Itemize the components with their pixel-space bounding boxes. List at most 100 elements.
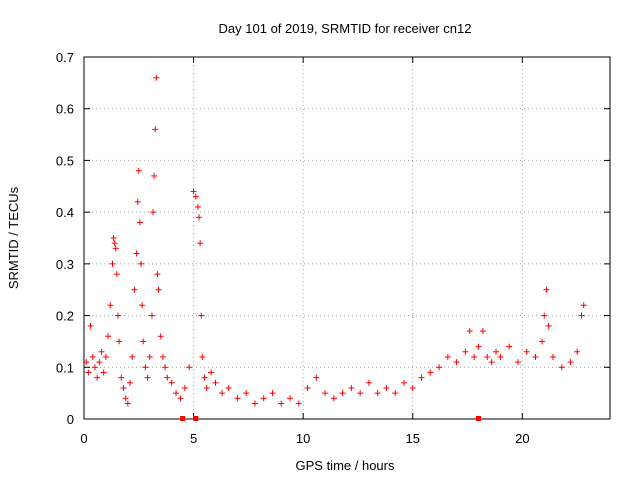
data-point bbox=[137, 260, 144, 267]
data-point bbox=[197, 240, 204, 247]
zero-marker bbox=[193, 416, 199, 421]
y-tick-label: 0.3 bbox=[56, 257, 74, 272]
data-point bbox=[208, 369, 215, 376]
data-point bbox=[83, 359, 90, 366]
y-tick-label: 0.7 bbox=[56, 50, 74, 65]
data-point bbox=[462, 348, 469, 355]
data-point bbox=[192, 193, 199, 200]
data-point bbox=[109, 260, 116, 267]
data-point bbox=[409, 384, 416, 391]
data-point bbox=[580, 302, 587, 309]
data-point bbox=[144, 374, 151, 381]
x-tick-label: 5 bbox=[190, 431, 197, 446]
data-point bbox=[122, 395, 129, 402]
data-point bbox=[100, 369, 107, 376]
x-tick-label: 10 bbox=[296, 431, 310, 446]
ticks: 0 0.1 0.2 0.3 0.4 0.5 0.6 0.7 0 5 10 15 20 bbox=[56, 50, 610, 446]
data-point bbox=[94, 374, 101, 381]
data-point bbox=[153, 74, 160, 81]
data-point bbox=[374, 390, 381, 397]
data-point bbox=[131, 286, 138, 293]
data-point bbox=[453, 359, 460, 366]
data-point bbox=[418, 374, 425, 381]
data-point bbox=[98, 348, 105, 355]
x-tick-label: 0 bbox=[80, 431, 87, 446]
data-point bbox=[111, 240, 118, 247]
data-point bbox=[168, 379, 175, 386]
data-point bbox=[313, 374, 320, 381]
data-point bbox=[96, 359, 103, 366]
x-tick-label: 20 bbox=[515, 431, 529, 446]
data-point bbox=[550, 353, 557, 360]
data-point bbox=[157, 333, 164, 340]
data-point bbox=[471, 353, 478, 360]
data-point bbox=[102, 353, 109, 360]
data-point bbox=[142, 364, 149, 371]
y-axis-label: SRMTID / TECUs bbox=[6, 186, 21, 289]
data-point bbox=[116, 338, 123, 345]
data-point bbox=[295, 400, 302, 407]
data-point bbox=[427, 369, 434, 376]
data-point bbox=[444, 353, 451, 360]
data-point bbox=[133, 250, 140, 257]
data-point bbox=[574, 348, 581, 355]
data-point bbox=[127, 379, 134, 386]
data-points bbox=[83, 74, 587, 421]
data-point bbox=[105, 333, 112, 340]
data-point bbox=[85, 369, 92, 376]
data-point bbox=[212, 379, 219, 386]
data-point bbox=[475, 343, 482, 350]
data-point bbox=[203, 384, 210, 391]
data-point bbox=[135, 167, 142, 174]
x-axis-label: GPS time / hours bbox=[296, 458, 395, 473]
data-point bbox=[287, 395, 294, 402]
data-point bbox=[114, 312, 121, 319]
y-tick-label: 0.1 bbox=[56, 360, 74, 375]
data-point bbox=[159, 353, 166, 360]
y-tick-label: 0.4 bbox=[56, 205, 74, 220]
y-tick-label: 0.2 bbox=[56, 309, 74, 324]
data-point bbox=[120, 384, 127, 391]
data-point bbox=[194, 203, 201, 210]
zero-marker bbox=[180, 416, 186, 421]
data-point bbox=[91, 364, 98, 371]
data-point bbox=[558, 364, 565, 371]
data-point bbox=[543, 286, 550, 293]
data-point bbox=[140, 338, 147, 345]
data-point bbox=[150, 209, 157, 216]
data-point bbox=[484, 353, 491, 360]
data-point bbox=[532, 353, 539, 360]
data-point bbox=[139, 302, 146, 309]
data-point bbox=[107, 302, 114, 309]
data-point bbox=[164, 374, 171, 381]
data-point bbox=[348, 384, 355, 391]
data-point bbox=[545, 322, 552, 329]
data-point bbox=[400, 379, 407, 386]
data-point bbox=[173, 390, 180, 397]
data-point bbox=[219, 390, 226, 397]
data-point bbox=[110, 235, 117, 241]
data-point bbox=[251, 400, 258, 407]
data-point bbox=[243, 390, 250, 397]
y-tick-label: 0.6 bbox=[56, 102, 74, 117]
data-point bbox=[339, 390, 346, 397]
data-point bbox=[479, 328, 486, 335]
data-point bbox=[225, 384, 232, 391]
data-point bbox=[190, 188, 197, 195]
data-point bbox=[118, 374, 125, 381]
data-point bbox=[383, 384, 390, 391]
data-point bbox=[539, 338, 546, 345]
data-point bbox=[134, 198, 141, 205]
data-point bbox=[466, 328, 473, 335]
data-point bbox=[493, 348, 500, 355]
data-point bbox=[357, 390, 364, 397]
data-point bbox=[523, 348, 530, 355]
data-point bbox=[151, 172, 158, 179]
data-point bbox=[124, 400, 131, 407]
chart-title: Day 101 of 2019, SRMTID for receiver cn1… bbox=[219, 21, 472, 36]
data-point bbox=[186, 364, 193, 371]
data-point bbox=[155, 286, 162, 293]
data-point bbox=[436, 364, 443, 371]
